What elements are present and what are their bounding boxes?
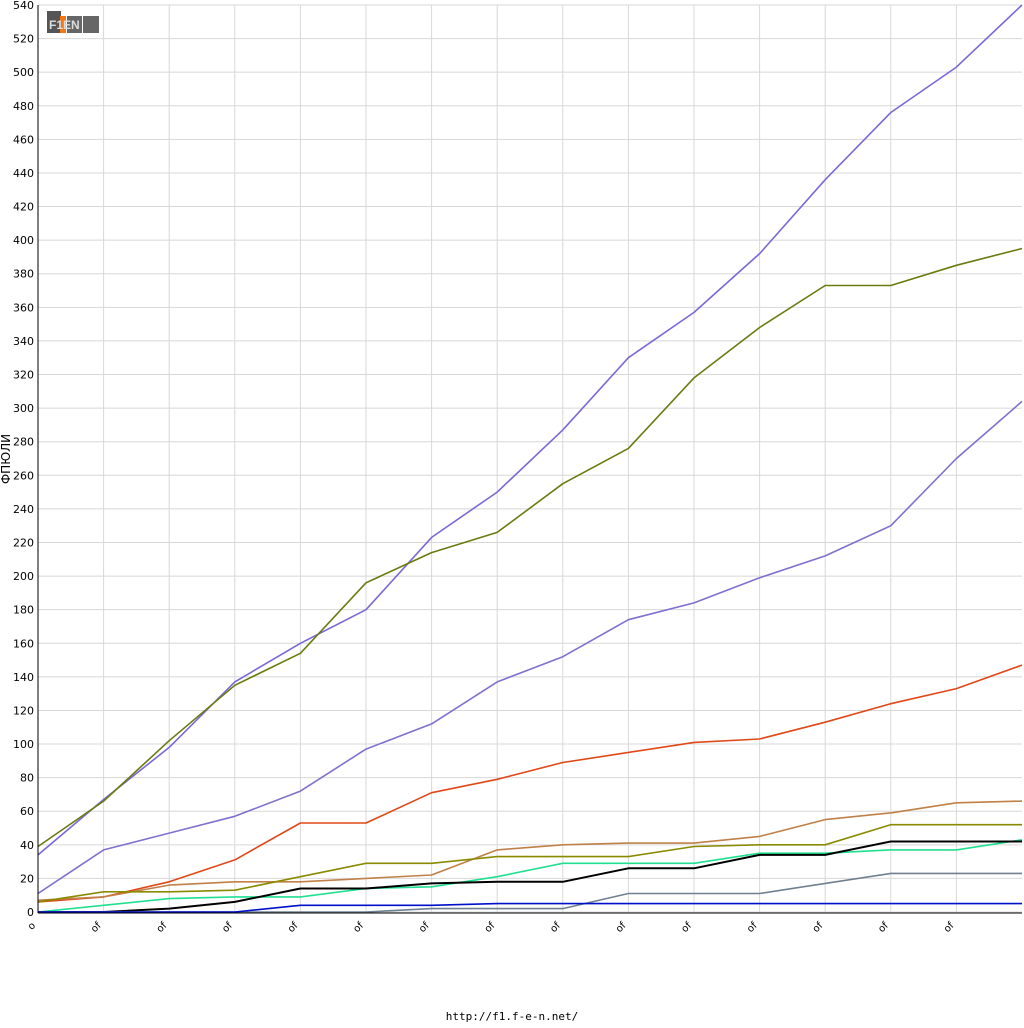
x-tick-label: of [876,920,891,935]
logo-e-block [67,16,82,33]
y-tick-label: 160 [13,637,34,650]
f1en-logo: F1EN [47,11,99,33]
x-tick-label: of [417,920,432,935]
series-line-3 [37,400,1023,895]
y-tick-label: 340 [13,335,34,348]
series-line-5 [37,800,1023,901]
series-line-8 [38,840,1022,913]
y-tick-label: 280 [13,436,34,449]
y-tick-label: 420 [13,201,34,214]
x-tick-label: of [614,920,629,935]
y-tick-label: 360 [13,301,34,314]
y-tick-label: 200 [13,570,34,583]
series-line-7 [37,839,1023,913]
y-tick-label: 80 [20,772,34,785]
y-tick-label: 520 [13,33,34,46]
x-tick-label: of [220,920,235,935]
x-tick-label: o [26,920,38,932]
x-tick-label: of [548,920,563,935]
y-axis-label: ФПЮЛИ [0,433,13,485]
y-tick-label: 500 [13,66,34,79]
y-tick-label: 100 [13,738,34,751]
series-line-10 [38,902,1022,913]
y-tick-label: 240 [13,503,34,516]
y-tick-label: 320 [13,369,34,382]
x-tick-label: of [352,920,367,935]
y-tick-label: 460 [13,133,34,146]
y-tick-label: 220 [13,536,34,549]
series-line-4 [37,664,1023,903]
logo-one-block [60,16,66,33]
y-tick-label: 400 [13,234,34,247]
x-tick-label: of [483,920,498,935]
y-tick-label: 260 [13,469,34,482]
y-tick-label: 480 [13,100,34,113]
logo-text: F1EN [49,18,80,32]
y-tick-label: 120 [13,704,34,717]
x-tick-label: of [811,920,826,935]
x-tick-label: of [942,920,957,935]
x-tick-label: of [89,920,104,935]
y-tick-label: 440 [13,167,34,180]
series-line-6 [37,823,1022,903]
y-tick-label: 20 [20,872,34,885]
x-tick-label: of [286,920,301,935]
y-tick-label: 300 [13,402,34,415]
x-tick-label: of [745,920,760,935]
y-tick-label: 0 [27,906,34,919]
y-tick-label: 60 [20,805,34,818]
series-line-2 [37,247,1023,848]
y-tick-label: 180 [13,604,34,617]
y-tick-label: 540 [13,0,34,12]
logo-n-block [83,16,99,33]
x-tick-label: of [155,920,170,935]
logo-f-block [47,11,61,33]
x-tick-label: of [680,920,695,935]
series-line-1 [37,4,1023,856]
y-tick-label: 380 [13,268,34,281]
y-tick-label: 140 [13,671,34,684]
footer-url: http://f1.f-e-n.net/ [445,1010,579,1023]
y-tick-label: 40 [20,839,34,852]
